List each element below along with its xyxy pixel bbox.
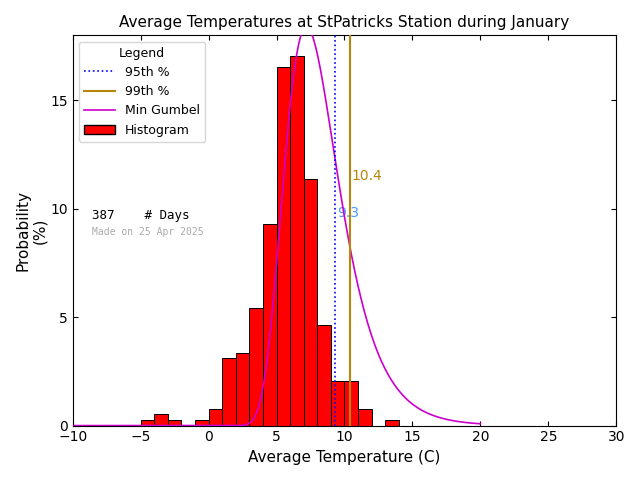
Legend: 95th %, 99th %, Min Gumbel, Histogram: 95th %, 99th %, Min Gumbel, Histogram xyxy=(79,42,205,142)
Bar xyxy=(385,420,399,426)
Bar xyxy=(331,381,344,426)
Bar xyxy=(290,56,304,426)
Bar xyxy=(250,308,263,426)
Bar xyxy=(154,414,168,426)
Text: 387    # Days: 387 # Days xyxy=(92,209,189,222)
Bar xyxy=(141,420,154,426)
Bar xyxy=(344,381,358,426)
Bar xyxy=(209,408,222,426)
Bar xyxy=(276,67,290,426)
Title: Average Temperatures at StPatricks Station during January: Average Temperatures at StPatricks Stati… xyxy=(119,15,570,30)
Text: Made on 25 Apr 2025: Made on 25 Apr 2025 xyxy=(92,227,204,237)
Text: 9.3: 9.3 xyxy=(337,206,359,220)
Bar xyxy=(168,420,181,426)
Bar xyxy=(317,325,331,426)
Bar xyxy=(358,408,372,426)
Bar xyxy=(304,179,317,426)
Bar xyxy=(263,224,276,426)
X-axis label: Average Temperature (C): Average Temperature (C) xyxy=(248,450,441,465)
Text: 10.4: 10.4 xyxy=(352,169,383,183)
Bar xyxy=(236,353,250,426)
Y-axis label: Probability
(%): Probability (%) xyxy=(15,190,47,271)
Bar xyxy=(222,359,236,426)
Bar xyxy=(195,420,209,426)
